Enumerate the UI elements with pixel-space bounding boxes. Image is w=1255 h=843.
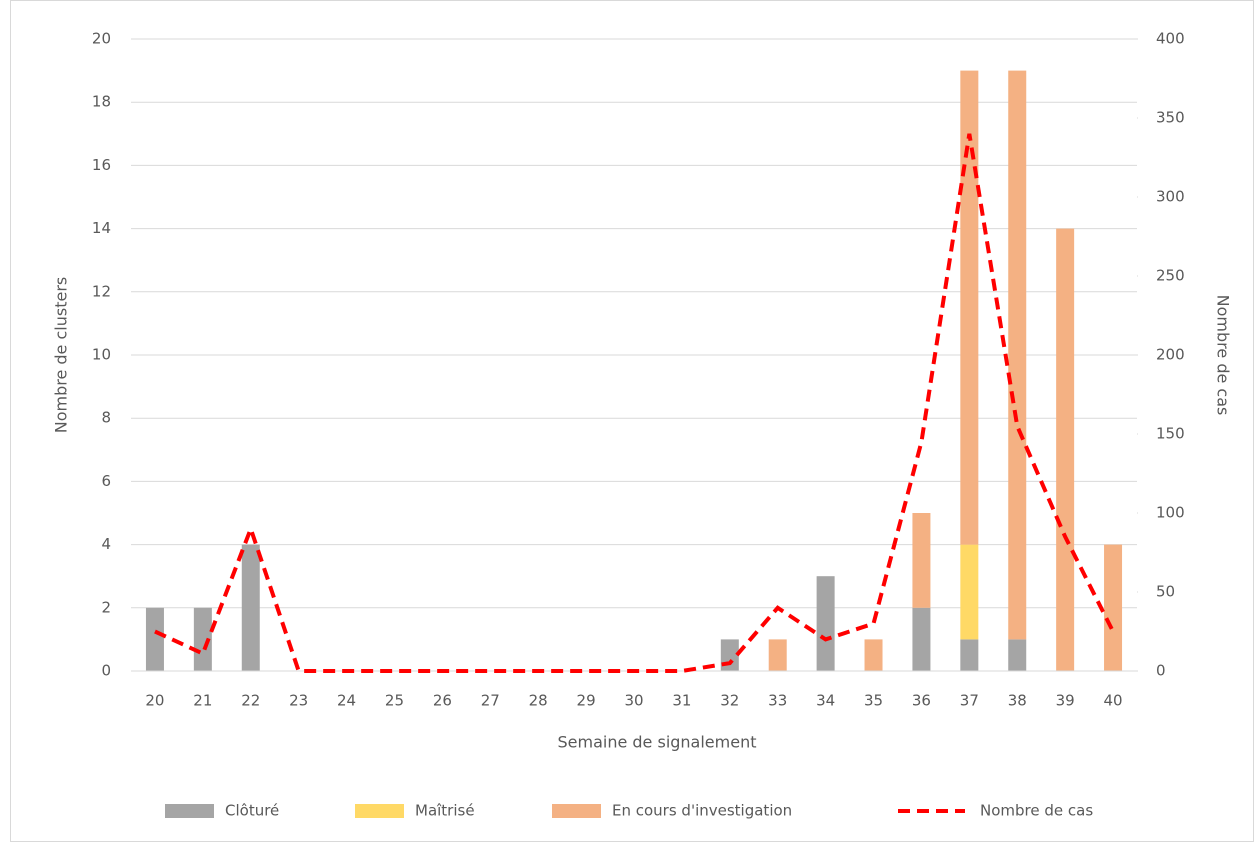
bar-segment <box>816 576 835 671</box>
bar-segment <box>960 544 979 640</box>
y2-tick-label: 250 <box>1156 267 1185 285</box>
x-tick-label: 25 <box>385 692 404 710</box>
bar-segment <box>864 639 883 671</box>
y2-tick-label: 350 <box>1156 109 1185 127</box>
x-tick-label: 23 <box>289 692 308 710</box>
x-axis-title: Semaine de signalement <box>557 733 756 752</box>
x-tick-label: 35 <box>864 692 883 710</box>
y2-tick-label: 150 <box>1156 425 1185 443</box>
bar-segment <box>1104 544 1123 671</box>
y2-tick-label: 50 <box>1156 583 1175 601</box>
x-tick-label: 38 <box>1008 692 1027 710</box>
y-tick-label: 20 <box>92 30 111 48</box>
bar-segment <box>1008 639 1027 671</box>
x-tick-label: 32 <box>720 692 739 710</box>
legend-label: Clôturé <box>225 802 279 820</box>
y-tick-label: 18 <box>92 93 111 111</box>
bar-segment <box>912 607 931 671</box>
bar-segment <box>768 639 787 671</box>
bar-segment <box>960 70 979 545</box>
chart-border <box>10 0 1254 842</box>
y-tick-label: 2 <box>101 598 111 616</box>
y2-tick-label: 0 <box>1156 662 1166 680</box>
x-tick-label: 28 <box>529 692 548 710</box>
y-tick-label: 12 <box>92 282 111 300</box>
bar-segment <box>241 544 260 671</box>
x-tick-label: 40 <box>1104 692 1123 710</box>
legend-swatch <box>165 804 214 818</box>
line-series <box>154 133 1115 673</box>
y2-tick-label: 400 <box>1156 30 1185 48</box>
x-tick-label: 30 <box>624 692 643 710</box>
legend-label: En cours d'investigation <box>612 802 792 820</box>
bar-segment <box>720 639 739 671</box>
legend-label: Maîtrisé <box>415 802 475 820</box>
y-tick-label: 0 <box>101 662 111 680</box>
y-tick-label: 4 <box>101 535 111 553</box>
y-tick-label: 10 <box>92 346 111 364</box>
legend-swatch <box>552 804 601 818</box>
y2-tick-label: 300 <box>1156 188 1185 206</box>
x-tick-label: 34 <box>816 692 835 710</box>
bar-segment <box>960 639 979 671</box>
y2-tick-label: 100 <box>1156 504 1185 522</box>
y-axis-title: Nombre de clusters <box>52 277 71 434</box>
y2-tick-label: 200 <box>1156 346 1185 364</box>
bar-segment <box>145 607 164 671</box>
legend-label: Nombre de cas <box>980 802 1093 820</box>
bar-segment <box>912 513 931 608</box>
x-tick-label: 29 <box>577 692 596 710</box>
bar-segment <box>193 607 212 671</box>
x-tick-label: 20 <box>145 692 164 710</box>
x-tick-label: 31 <box>672 692 691 710</box>
y-tick-label: 16 <box>92 156 111 174</box>
y2-axis-title: Nombre de cas <box>1214 295 1233 416</box>
x-tick-label: 24 <box>337 692 356 710</box>
y-tick-label: 6 <box>101 472 111 490</box>
x-tick-label: 21 <box>193 692 212 710</box>
y-tick-label: 14 <box>92 219 111 237</box>
bar-segment <box>1056 228 1075 671</box>
x-tick-label: 22 <box>241 692 260 710</box>
x-tick-label: 33 <box>768 692 787 710</box>
x-tick-label: 27 <box>481 692 500 710</box>
x-tick-label: 39 <box>1056 692 1075 710</box>
bar-segment <box>1008 70 1027 640</box>
x-tick-label: 26 <box>433 692 452 710</box>
y-tick-label: 8 <box>101 409 111 427</box>
legend-swatch <box>355 804 404 818</box>
x-tick-label: 37 <box>960 692 979 710</box>
x-tick-label: 36 <box>912 692 931 710</box>
